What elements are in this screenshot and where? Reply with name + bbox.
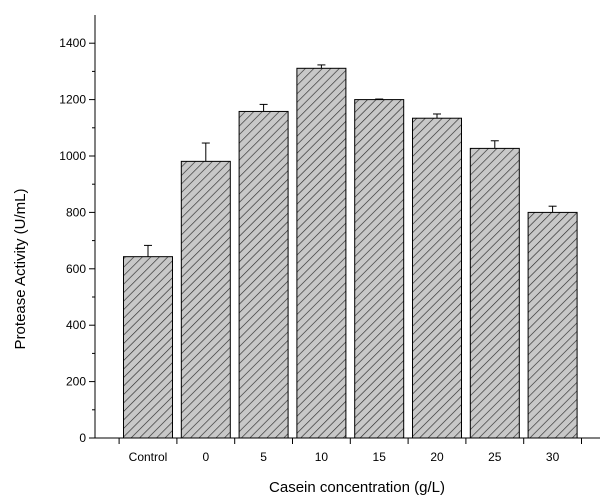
bars-group xyxy=(123,67,578,439)
y-tick-label: 1400 xyxy=(59,36,86,50)
x-ticks-group: Control 0 5 10 15 20 25 30 xyxy=(118,438,582,464)
x-tick-label: 30 xyxy=(546,450,560,464)
error-bars-group xyxy=(144,64,557,257)
bar xyxy=(180,160,231,439)
y-tick-label: 600 xyxy=(66,262,86,276)
x-tick-label: 15 xyxy=(373,450,387,464)
y-ticks-group: 0 200 400 600 800 1000 1200 1400 xyxy=(59,36,95,445)
bar xyxy=(296,67,347,439)
bar xyxy=(527,211,578,439)
y-tick-label: 1000 xyxy=(59,149,86,163)
x-tick-label: 0 xyxy=(202,450,209,464)
bar xyxy=(354,99,405,439)
x-tick-label: 20 xyxy=(430,450,444,464)
y-tick-label: 800 xyxy=(66,205,86,219)
x-tick-label: 10 xyxy=(315,450,329,464)
y-axis-title: Protease Activity (U/mL) xyxy=(12,189,29,350)
y-tick-label: 200 xyxy=(66,375,86,389)
bar xyxy=(469,147,520,439)
x-axis-title: Casein concentration (g/L) xyxy=(269,479,445,496)
y-tick-label: 1200 xyxy=(59,93,86,107)
y-tick-label: 400 xyxy=(66,318,86,332)
x-tick-label: Control xyxy=(129,450,168,464)
x-tick-label: 5 xyxy=(260,450,267,464)
bar xyxy=(412,117,462,439)
y-tick-label: 0 xyxy=(79,431,86,445)
bar xyxy=(238,110,289,439)
bar xyxy=(123,256,173,439)
x-tick-label: 25 xyxy=(488,450,502,464)
